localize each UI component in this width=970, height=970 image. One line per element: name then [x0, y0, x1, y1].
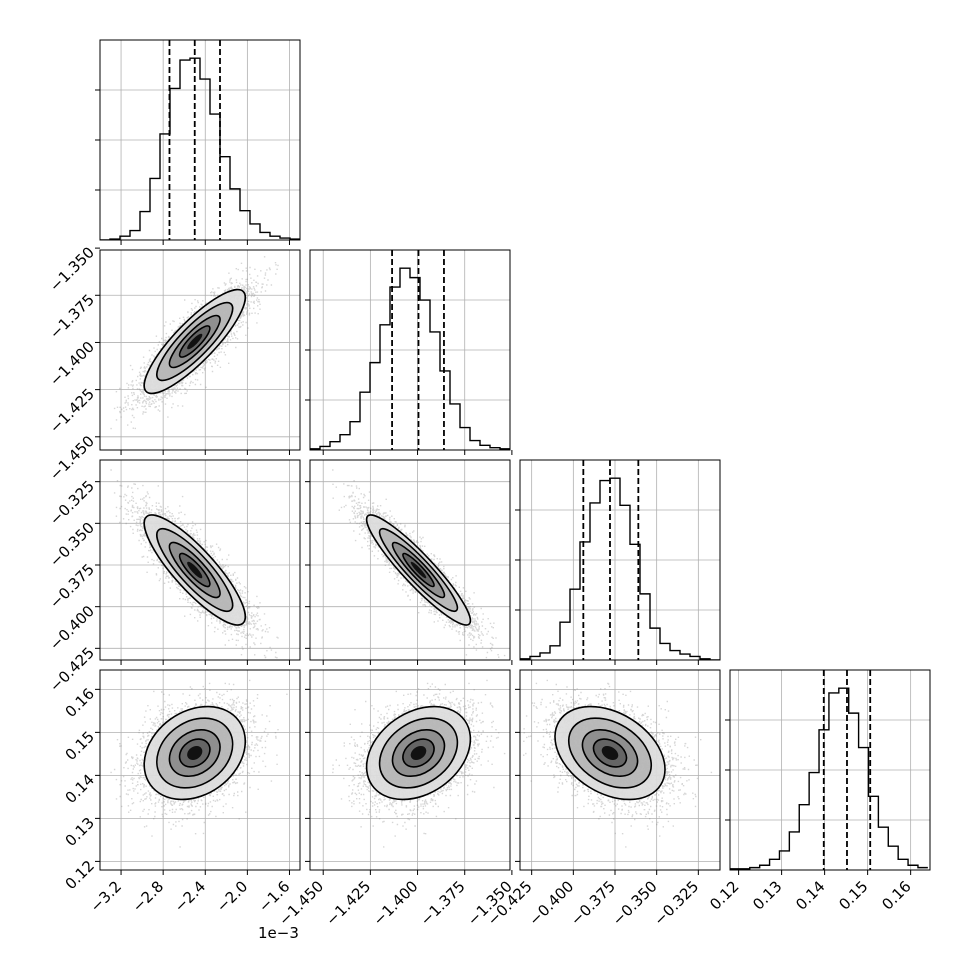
x-tick-label: −2.8 — [129, 877, 167, 915]
x-tick-label: 0.13 — [749, 877, 785, 913]
x-tick-label: −3.2 — [87, 877, 125, 915]
panel-plot-area — [310, 250, 510, 450]
x-tick-label: −1.425 — [322, 877, 374, 929]
contour-3-2-2 — [581, 728, 639, 778]
contour-3-0-0 — [143, 705, 247, 801]
density-peak-3-0 — [187, 746, 203, 760]
panel-plot-area — [520, 670, 720, 870]
x-tick-label: −0.375 — [567, 877, 619, 929]
panel-1-0: −1.450−1.425−1.400−1.375−1.350 — [46, 243, 301, 484]
contour-3-0-1 — [156, 717, 234, 789]
contour-2-0-3 — [178, 552, 211, 588]
x-offset-label-0: 1e−3 — [258, 924, 299, 942]
y-tick-label: −1.425 — [46, 385, 98, 437]
panel-plot-area — [100, 460, 300, 660]
contour-2-0-1 — [156, 527, 234, 613]
contour-2-1-1 — [378, 527, 459, 613]
panel-plot-area — [310, 460, 510, 660]
contour-3-2-1 — [567, 717, 653, 789]
contour-3-2-3 — [592, 738, 628, 768]
panel-3-3: 0.12 0.13 0.14 0.15 0.16 — [706, 669, 931, 914]
panel-2-1 — [305, 459, 513, 665]
x-tick-label: 0.16 — [878, 877, 914, 913]
panel-2-2 — [515, 459, 721, 665]
panel-frame — [309, 249, 511, 451]
x-tick-label: −2.0 — [213, 877, 251, 915]
contour-2-0-2 — [168, 541, 221, 599]
panel-plot-area — [100, 250, 300, 450]
histogram-step-1 — [310, 267, 510, 450]
y-tick-label: −0.375 — [46, 560, 98, 612]
panel-frame — [309, 459, 511, 661]
panel-1-1 — [305, 249, 513, 455]
panel-0-0 — [95, 39, 301, 245]
panel-2-0: −0.425−0.400−0.375−0.350−0.325 — [46, 459, 301, 696]
x-tick-label: 0.15 — [835, 877, 871, 913]
panel-frame — [519, 459, 721, 661]
y-tick-label: −1.400 — [46, 338, 98, 390]
panel-frame — [309, 669, 511, 871]
x-tick-label: −1.375 — [417, 877, 469, 929]
contour-2-0-0 — [143, 514, 247, 626]
x-tick-label: −0.400 — [525, 877, 577, 929]
panel-frame — [99, 249, 301, 451]
contour-1-0-1 — [156, 301, 234, 382]
histogram-step-0 — [100, 57, 300, 240]
contour-3-1-2 — [391, 728, 446, 778]
y-tick-label: 0.16 — [62, 685, 98, 721]
density-peak-2-0 — [187, 561, 203, 579]
x-tick-label: −0.325 — [650, 877, 702, 929]
y-tick-label: 0.12 — [62, 857, 98, 893]
contour-3-1-3 — [402, 738, 435, 768]
density-peak-3-1 — [410, 746, 427, 760]
contour-3-0-2 — [168, 728, 221, 778]
panel-frame — [99, 459, 301, 661]
panel-plot-area — [730, 670, 930, 870]
y-tick-label: 0.15 — [62, 728, 98, 764]
y-tick-label: −0.350 — [46, 519, 98, 571]
panel-3-2: −0.425−0.400−0.375−0.350−0.325 — [484, 669, 721, 929]
x-tick-label: −0.350 — [609, 877, 661, 929]
panel-frame — [99, 39, 301, 241]
x-tick-label: 0.14 — [792, 877, 828, 913]
x-tick-label: −1.400 — [370, 877, 422, 929]
scatter-points-3-0 — [110, 679, 288, 848]
x-tick-label: −2.4 — [171, 877, 209, 915]
y-tick-label: −1.450 — [46, 432, 98, 484]
y-tick-label: −0.325 — [46, 477, 98, 529]
y-tick-label: −1.350 — [46, 243, 98, 295]
contour-1-0-3 — [178, 325, 211, 358]
contour-3-2-0 — [554, 705, 666, 801]
panel-frame — [99, 669, 301, 871]
y-tick-label: −0.425 — [46, 644, 98, 696]
y-tick-label: −1.375 — [46, 291, 98, 343]
panel-frame — [519, 669, 721, 871]
contour-2-1-0 — [365, 514, 472, 626]
contour-1-0-2 — [168, 314, 221, 369]
y-tick-label: −0.400 — [46, 602, 98, 654]
x-tick-label: 0.12 — [706, 877, 742, 913]
contour-2-1-2 — [391, 541, 446, 599]
contour-2-1-3 — [402, 552, 435, 588]
panel-3-1: −1.450−1.425−1.400−1.375−1.350 — [275, 669, 516, 929]
contour-1-0-0 — [143, 288, 247, 395]
panel-plot-area — [310, 670, 510, 870]
density-peak-1-0 — [187, 333, 203, 350]
y-tick-label: 0.13 — [62, 814, 98, 850]
density-peak-2-1 — [410, 561, 427, 579]
y-tick-label: 0.14 — [62, 771, 98, 807]
panel-plot-area — [520, 460, 720, 660]
panel-plot-area — [100, 670, 300, 870]
histogram-step-2 — [520, 477, 720, 660]
density-peak-3-2 — [601, 746, 619, 760]
panel-3-0: −3.2 −2.8 −2.4 −2.0 −1.60.120.130.140.150.16 — [62, 669, 301, 916]
contour-3-0-3 — [178, 738, 211, 768]
panel-frame — [729, 669, 931, 871]
histogram-step-3 — [730, 687, 928, 870]
contour-3-1-1 — [378, 717, 459, 789]
panel-plot-area — [100, 40, 300, 240]
contour-3-1-0 — [365, 705, 472, 801]
